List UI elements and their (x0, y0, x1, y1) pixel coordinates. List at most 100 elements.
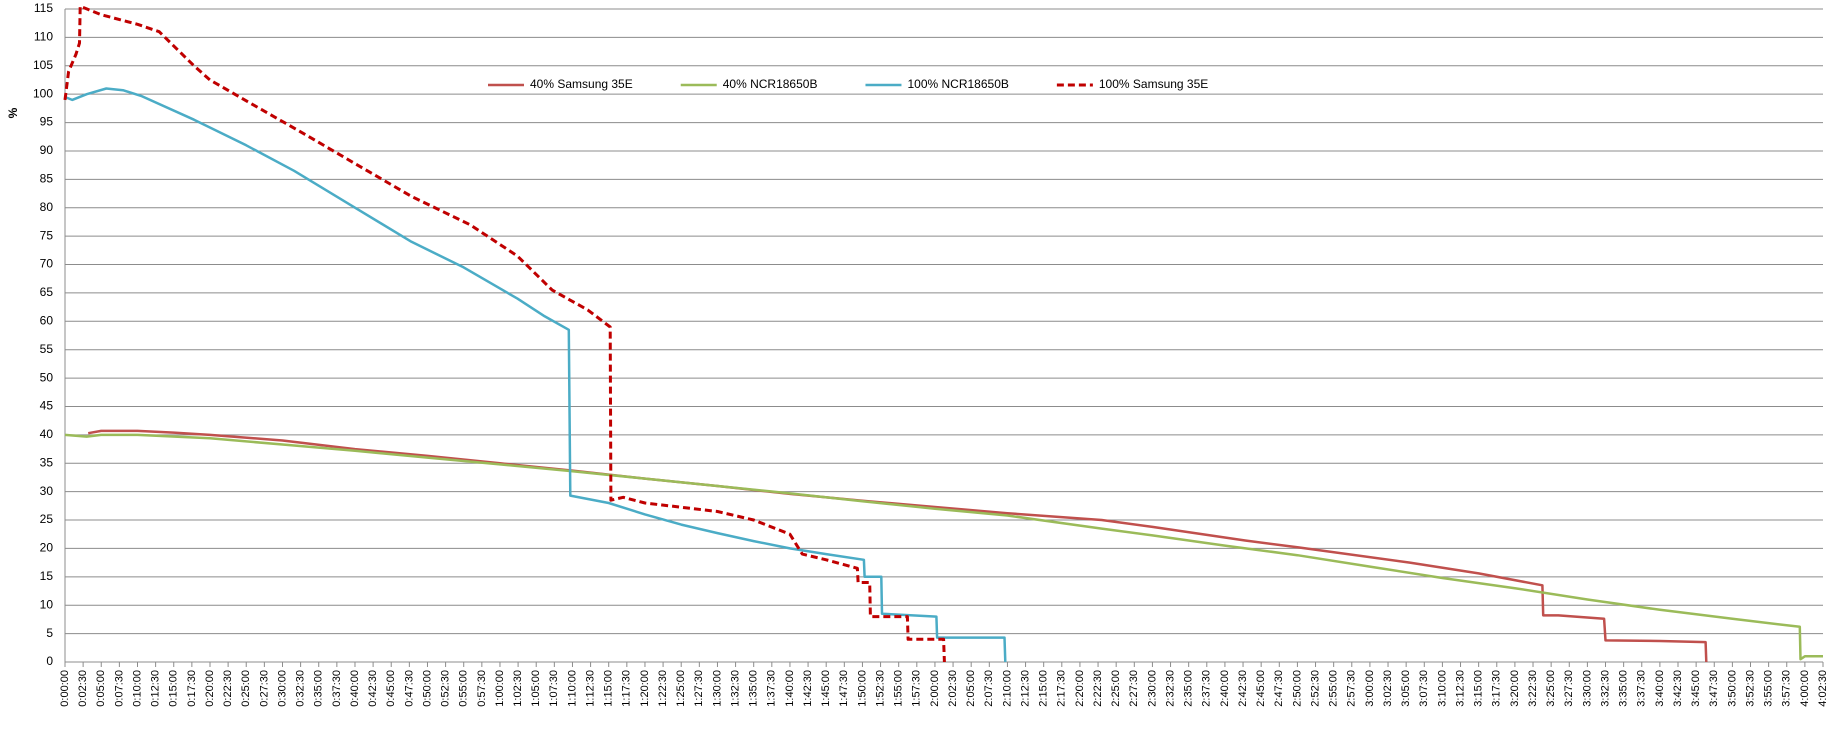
x-tick-label: 2:45:00 (1255, 670, 1267, 707)
legend-label: 40% Samsung 35E (530, 77, 633, 91)
x-tick-label: 0:55:00 (458, 670, 470, 707)
x-tick-label: 3:42:30 (1672, 670, 1684, 707)
x-tick-label: 1:02:30 (512, 670, 524, 707)
x-tick-label: 2:20:00 (1074, 670, 1086, 707)
x-tick-label: 3:35:00 (1618, 670, 1630, 707)
x-tick-label: 3:40:00 (1654, 670, 1666, 707)
x-tick-label: 0:57:30 (476, 670, 488, 707)
y-tick-label: 5 (46, 626, 53, 640)
x-tick-label: 3:15:00 (1473, 670, 1485, 707)
x-tick-label: 1:47:30 (838, 670, 850, 707)
x-tick-label: 0:27:30 (258, 670, 270, 707)
x-tick-label: 4:00:00 (1799, 670, 1811, 707)
x-tick-label: 1:10:00 (566, 670, 578, 707)
x-tick-label: 1:32:30 (729, 670, 741, 707)
legend-label: 100% NCR18650B (907, 77, 1008, 91)
legend-label: 40% NCR18650B (723, 77, 818, 91)
legend-label: 100% Samsung 35E (1099, 77, 1208, 91)
x-tick-label: 0:22:30 (222, 670, 234, 707)
x-tick-label: 3:12:30 (1454, 670, 1466, 707)
x-tick-label: 2:25:00 (1110, 670, 1122, 707)
x-tick-label: 0:47:30 (403, 670, 415, 707)
x-tick-label: 3:57:30 (1781, 670, 1793, 707)
x-tick-label: 2:02:30 (947, 670, 959, 707)
x-tick-label: 1:55:00 (893, 670, 905, 707)
x-tick-label: 3:02:30 (1382, 670, 1394, 707)
x-tick-label: 0:00:00 (59, 670, 71, 707)
series-line (64, 87, 1007, 663)
y-tick-label: 85 (40, 172, 54, 186)
x-tick-label: 0:05:00 (95, 670, 107, 707)
x-tick-label: 3:25:00 (1545, 670, 1557, 707)
x-tick-label: 1:05:00 (530, 670, 542, 707)
x-tick-label: 2:17:30 (1056, 670, 1068, 707)
series-line (87, 429, 1708, 663)
x-tick-label: 1:00:00 (494, 670, 506, 707)
x-tick-label: 3:10:00 (1436, 670, 1448, 707)
x-tick-label: 2:05:00 (965, 670, 977, 707)
x-tick-label: 0:37:30 (331, 670, 343, 707)
x-tick-label: 1:52:30 (874, 670, 886, 707)
x-tick-label: 3:55:00 (1763, 670, 1775, 707)
x-tick-label: 0:32:30 (295, 670, 307, 707)
x-tick-label: 0:30:00 (276, 670, 288, 707)
y-tick-label: 75 (40, 228, 54, 242)
x-tick-label: 2:10:00 (1001, 670, 1013, 707)
x-tick-label: 3:05:00 (1400, 670, 1412, 707)
x-tick-label: 2:37:30 (1201, 670, 1213, 707)
x-tick-label: 3:50:00 (1726, 670, 1738, 707)
x-tick-label: 0:45:00 (385, 670, 397, 707)
x-tick-label: 2:40:00 (1219, 670, 1231, 707)
x-tick-label: 1:42:30 (802, 670, 814, 707)
y-tick-label: 115 (34, 1, 53, 15)
x-tick-label: 2:42:30 (1237, 670, 1249, 707)
y-tick-label: 105 (33, 58, 53, 72)
x-tick-label: 2:32:30 (1164, 670, 1176, 707)
x-tick-label: 1:45:00 (820, 670, 832, 707)
x-tick-label: 1:20:00 (639, 670, 651, 707)
y-tick-label: 55 (40, 342, 54, 356)
x-tick-label: 0:10:00 (131, 670, 143, 707)
x-tick-label: 2:57:30 (1346, 670, 1358, 707)
x-tick-label: 0:40:00 (349, 670, 361, 707)
x-tick-label: 0:25:00 (240, 670, 252, 707)
x-tick-label: 4:02:30 (1817, 670, 1829, 707)
x-tick-label: 2:30:00 (1146, 670, 1158, 707)
x-tick-label: 1:50:00 (856, 670, 868, 707)
x-tick-label: 0:50:00 (421, 670, 433, 707)
x-tick-label: 3:52:30 (1744, 670, 1756, 707)
x-tick-label: 3:30:00 (1581, 670, 1593, 707)
x-tick-label: 2:12:30 (1019, 670, 1031, 707)
x-tick-label: 3:07:30 (1418, 670, 1430, 707)
y-tick-label: 95 (40, 115, 54, 129)
x-tick-label: 2:15:00 (1038, 670, 1050, 707)
x-tick-label: 2:52:30 (1309, 670, 1321, 707)
x-tick-label: 0:15:00 (168, 670, 180, 707)
x-tick-label: 3:27:30 (1563, 670, 1575, 707)
y-tick-label: 110 (34, 30, 53, 44)
y-tick-label: 40 (40, 427, 54, 441)
x-tick-label: 2:55:00 (1328, 670, 1340, 707)
y-axis-label: % (6, 107, 20, 118)
x-tick-label: 2:00:00 (929, 670, 941, 707)
x-tick-label: 0:52:30 (440, 670, 452, 707)
x-tick-label: 0:12:30 (150, 670, 162, 707)
x-tick-label: 2:22:30 (1092, 670, 1104, 707)
x-tick-label: 0:35:00 (313, 670, 325, 707)
x-tick-label: 1:27:30 (693, 670, 705, 707)
y-tick-label: 50 (40, 370, 54, 384)
x-tick-label: 1:35:00 (748, 670, 760, 707)
x-tick-label: 3:22:30 (1527, 670, 1539, 707)
x-tick-label: 2:50:00 (1291, 670, 1303, 707)
x-tick-label: 1:12:30 (584, 670, 596, 707)
x-tick-label: 3:20:00 (1509, 670, 1521, 707)
y-tick-label: 30 (40, 484, 54, 498)
x-tick-label: 0:07:30 (113, 670, 125, 707)
x-tick-label: 3:00:00 (1364, 670, 1376, 707)
y-tick-label: 45 (40, 399, 54, 413)
y-tick-label: 60 (40, 313, 54, 327)
series-line (64, 433, 1823, 661)
x-tick-label: 0:02:30 (77, 670, 89, 707)
x-tick-label: 1:30:00 (711, 670, 723, 707)
